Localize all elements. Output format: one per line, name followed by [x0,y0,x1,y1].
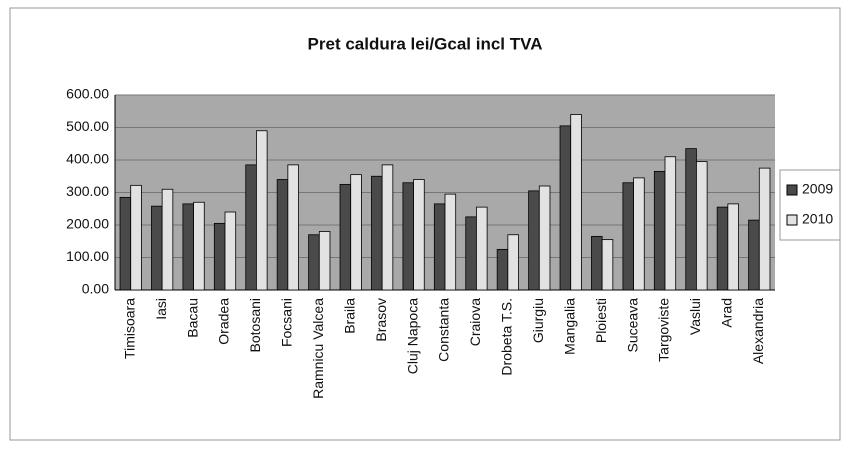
x-tick-label: Constanta [436,298,452,362]
x-tick-label: Ramnicu Valcea [310,298,326,399]
bar [748,219,760,291]
bar [465,216,477,291]
bar [591,235,603,291]
x-tick-label: Botosani [247,298,263,352]
bar [601,239,614,291]
legend-swatch [786,214,798,226]
x-tick-label: Cluj Napoca [404,298,420,374]
x-tick-label: Braila [341,298,357,334]
x-tick-label: Bacau [184,298,200,338]
y-tick-label: 400.00 [66,151,109,167]
bar [308,234,320,291]
legend-label: 2010 [802,211,833,227]
bar [653,170,666,291]
x-tick-label: Craiova [467,298,483,346]
x-tick-label: Drobeta T.S. [499,298,515,376]
bar [276,179,289,291]
x-tick-label: Timisoara [121,298,137,359]
bar [402,182,414,291]
bar [182,203,194,291]
bar [570,114,582,291]
bar [350,174,362,291]
x-tick-label: Focsani [279,298,295,347]
bar [161,188,174,291]
x-tick-label: Brasov [373,298,389,342]
bar [130,184,142,291]
bar [507,234,519,291]
x-tick-label: Targoviste [656,298,672,362]
x-tick-label: Suceava [624,298,640,353]
bar [664,156,677,291]
bar [224,211,237,291]
x-tick-label: Oradea [216,298,232,345]
y-tick-label: 600.00 [66,86,109,102]
bar [381,164,394,291]
x-tick-label: Vaslui [687,298,703,335]
legend-label: 2009 [802,181,833,197]
x-tick-label: Iasi [153,298,169,320]
bar [151,205,163,291]
y-tick-label: 300.00 [66,183,109,199]
bar [538,185,551,291]
bar [528,190,540,291]
legend [779,169,841,241]
bar [633,177,645,291]
bar [193,201,205,291]
bar [213,222,226,291]
bar [287,164,299,291]
bar [256,130,268,291]
bar [444,193,457,291]
x-tick-label: Alexandria [750,298,766,364]
bar [685,148,697,291]
bar [371,175,383,291]
bar [622,182,634,291]
y-tick-label: 100.00 [66,248,109,264]
bar [433,203,446,291]
y-tick-label: 500.00 [66,118,109,134]
bar [716,206,729,291]
bar [339,183,352,291]
x-tick-label: Mangalia [561,298,577,355]
bar [119,196,132,291]
x-tick-label: Ploiesti [593,298,609,343]
y-tick-label: 0.00 [82,281,109,297]
y-tick-label: 200.00 [66,216,109,232]
bar [496,248,509,291]
bar [476,206,488,291]
bar [413,179,425,291]
bar [245,164,257,291]
chart-title: Pret caldura lei/Gcal incl TVA [308,34,543,53]
bar [318,231,331,291]
bar [696,161,708,291]
bar [559,125,572,291]
bar [758,167,771,291]
x-tick-label: Giurgiu [530,298,546,343]
bar [727,203,739,291]
x-tick-label: Arad [719,298,735,328]
legend-swatch [786,184,798,196]
